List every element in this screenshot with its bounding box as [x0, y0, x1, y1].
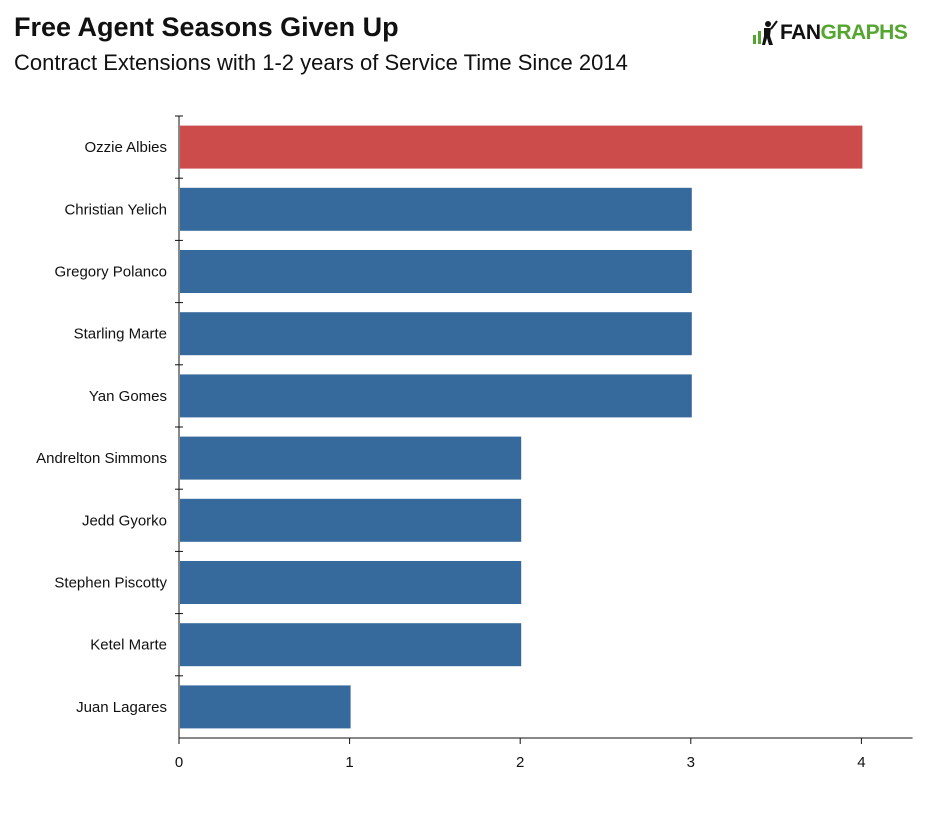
x-tick-label: 4	[857, 754, 865, 771]
bar	[180, 125, 863, 169]
logo-graphs-text: GRAPHS	[820, 21, 908, 44]
x-tick-label: 3	[687, 754, 695, 771]
y-tick-label: Starling Marte	[74, 326, 167, 343]
bar	[180, 250, 692, 293]
bar	[180, 623, 522, 667]
y-tick-label: Ketel Marte	[90, 637, 167, 654]
x-tick-label: 0	[175, 754, 183, 771]
logo-fan-text: FAN	[780, 21, 821, 44]
x-tick-label: 1	[345, 754, 353, 771]
x-tick-label: 2	[516, 754, 524, 771]
y-tick-label: Ozzie Albies	[84, 139, 167, 156]
y-tick-label: Gregory Polanco	[54, 264, 167, 281]
y-tick-label: Christian Yelich	[64, 201, 167, 218]
y-tick-label: Yan Gomes	[89, 388, 167, 405]
y-tick-label: Jedd Gyorko	[82, 512, 167, 529]
batter-icon	[753, 20, 778, 45]
fangraphs-logo: FAN GRAPHS	[752, 18, 908, 48]
y-tick-label: Juan Lagares	[76, 699, 167, 716]
y-tick-label: Andrelton Simmons	[36, 450, 167, 467]
chart-title: Free Agent Seasons Given Up	[14, 12, 399, 42]
bar	[180, 685, 351, 729]
bar	[180, 374, 692, 418]
y-tick-label: Stephen Piscotty	[54, 575, 167, 592]
chart-subtitle: Contract Extensions with 1-2 years of Se…	[14, 50, 628, 75]
bar	[180, 187, 692, 231]
bar	[180, 436, 522, 480]
bar	[180, 561, 522, 604]
bar	[180, 498, 522, 542]
bar	[180, 312, 692, 356]
